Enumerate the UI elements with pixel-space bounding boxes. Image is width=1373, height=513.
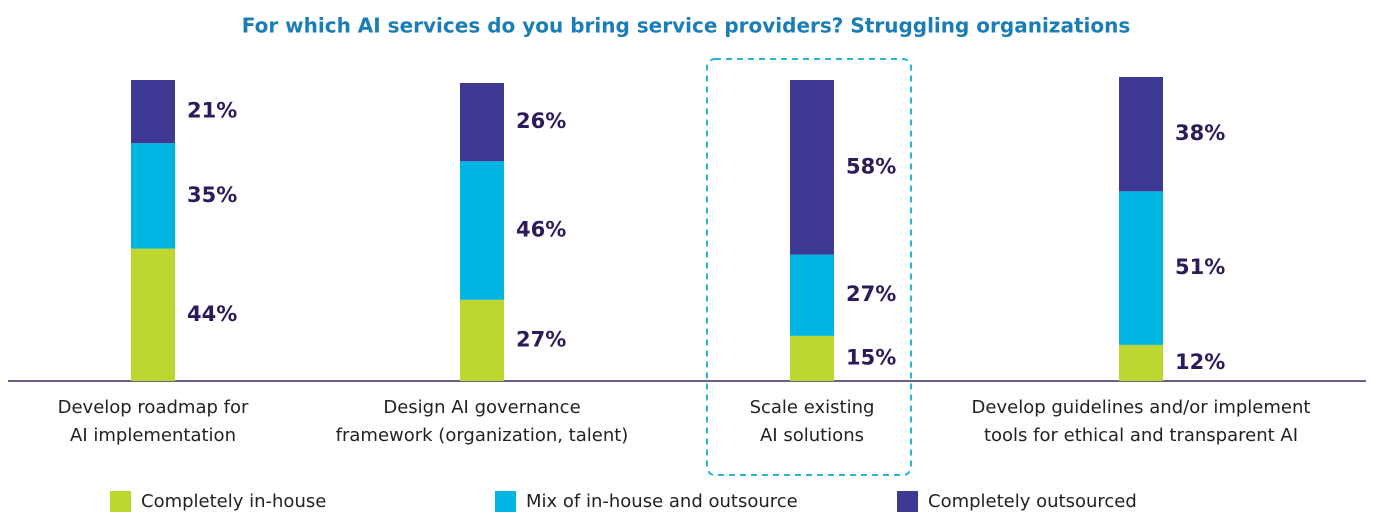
value-label: 21% <box>187 99 237 123</box>
value-label: 27% <box>516 327 566 351</box>
bar-segment <box>790 80 834 255</box>
label-line: Develop guidelines and/or implement <box>972 397 1311 418</box>
bar-segment <box>460 299 504 381</box>
label-line: AI solutions <box>760 425 864 446</box>
value-label: 58% <box>846 154 896 178</box>
legend-swatch <box>495 491 516 512</box>
bar-segment <box>790 335 834 381</box>
bar-segment <box>1119 344 1163 381</box>
label-line: framework (organization, talent) <box>336 425 629 446</box>
value-label: 15% <box>846 345 896 369</box>
legend-swatch <box>110 491 131 512</box>
x-tick-label: Develop guidelines and/or implement tools… <box>972 397 1311 446</box>
label-line: AI implementation <box>70 425 236 446</box>
bar-segment <box>131 143 175 249</box>
label-line: tools for ethical and transparent AI <box>984 425 1298 446</box>
value-label: 38% <box>1175 121 1225 145</box>
x-tick-label: Develop roadmap for AI implementation <box>58 397 249 446</box>
value-label: 26% <box>516 109 566 133</box>
bar-segment <box>1119 191 1163 345</box>
bar-segment <box>460 83 504 162</box>
legend-swatch <box>897 491 918 512</box>
bar-segment <box>790 254 834 336</box>
x-tick-label: Scale existing AI solutions <box>750 397 875 446</box>
value-label: 12% <box>1175 350 1225 374</box>
label-line: Develop roadmap for <box>58 397 249 418</box>
highlight-box <box>706 58 912 476</box>
chart-title: For which AI services do you bring servi… <box>242 14 1131 38</box>
value-label: 35% <box>187 183 237 207</box>
legend-label: Completely outsourced <box>928 491 1137 512</box>
bar-segment <box>460 161 504 300</box>
legend-label: Mix of in-house and outsource <box>526 491 798 512</box>
bar-segment <box>1119 76 1163 192</box>
label-line: Scale existing <box>750 397 875 418</box>
bar-segment <box>131 248 175 381</box>
bar-segment <box>131 80 175 144</box>
x-tick-label: Design AI governance framework (organizat… <box>336 397 629 446</box>
value-label: 46% <box>516 218 566 242</box>
value-label: 51% <box>1175 255 1225 279</box>
value-label: 27% <box>846 282 896 306</box>
legend-label: Completely in-house <box>141 491 326 512</box>
value-label: 44% <box>187 302 237 326</box>
label-line: Design AI governance <box>383 397 580 418</box>
